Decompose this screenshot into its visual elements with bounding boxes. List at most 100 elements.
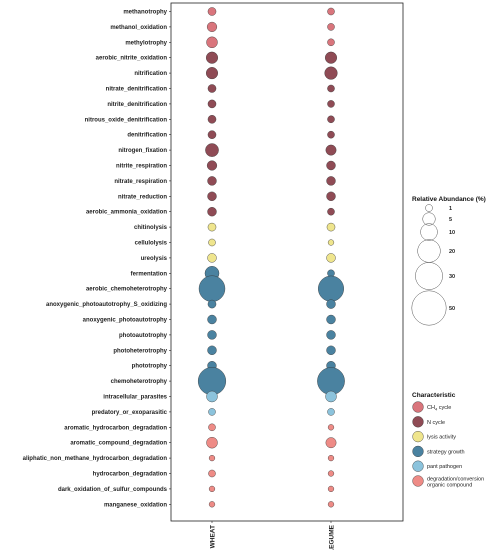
bubble-legume <box>327 485 335 492</box>
bubble-wheat <box>205 67 218 80</box>
color-legend-swatch <box>412 475 424 487</box>
bubble-wheat <box>207 176 217 186</box>
category-label: nitrate_reduction <box>118 194 167 200</box>
category-label: methanol_oxidation <box>110 25 167 31</box>
category-label: photoautotrophy <box>119 333 168 339</box>
category-label: nitrite_denitrification <box>107 102 167 108</box>
category-label: aromatic_hydrocarbon_degradation <box>64 425 167 431</box>
category-label: aerobic_ammonia_oxidation <box>86 210 167 216</box>
bubble-legume <box>327 455 335 462</box>
category-label: methylotrophy <box>125 40 167 46</box>
bubble-legume <box>324 66 338 80</box>
bubble-wheat <box>205 51 218 64</box>
category-label: phototrophy <box>132 364 168 370</box>
size-legend-circle <box>411 290 447 326</box>
bubble-legume <box>327 239 335 246</box>
category-label: aliphatic_non_methane_hydrocarbon_degrad… <box>23 456 168 462</box>
bubble-wheat <box>206 436 218 449</box>
x-axis-label: WHEAT <box>210 525 217 548</box>
bubble-wheat <box>207 299 217 309</box>
color-legend-label: strategy growth <box>427 449 465 455</box>
bubble-wheat <box>197 367 227 396</box>
category-label: anoxygenic_photoautotrophy_S_oxidizing <box>46 302 167 308</box>
bubble-wheat <box>207 253 217 263</box>
bubble-legume <box>326 345 336 355</box>
size-legend-circle <box>417 239 441 263</box>
bubble-legume <box>326 314 336 325</box>
bubble-legume <box>326 330 336 340</box>
size-legend-circle <box>415 262 443 290</box>
color-legend: Characteristic CH4 cycle N cycle lysis acti… <box>412 392 484 489</box>
category-label: cellulolysis <box>135 241 168 247</box>
bubble-legume <box>318 275 344 302</box>
color-legend-label: N cycle <box>427 420 445 426</box>
color-legend-label: organic compound <box>427 483 472 489</box>
color-legend-swatch <box>412 431 424 443</box>
bubble-wheat <box>198 275 226 302</box>
bubble-wheat <box>208 408 216 416</box>
bubble-legume <box>327 7 335 16</box>
category-label: nitrate_respiration <box>114 179 167 185</box>
category-label: chemoheterotrophy <box>111 379 168 385</box>
bubble-wheat <box>207 314 217 325</box>
bubble-wheat <box>206 390 218 403</box>
bubble-legume <box>327 115 335 124</box>
plot-frame <box>170 2 404 522</box>
category-label: nitrite_respiration <box>116 164 167 170</box>
category-label: manganese_oxidation <box>104 502 167 508</box>
bubble-wheat <box>207 7 217 16</box>
bubble-wheat <box>207 99 217 109</box>
x-axis-labels: WHEAT LEGUME <box>210 521 336 550</box>
bubble-legume <box>326 176 336 186</box>
size-legend-circle <box>420 223 438 241</box>
bubble-legume <box>326 191 336 201</box>
bubble-legume <box>325 51 338 64</box>
color-legend-label: CH4 cycle <box>427 405 451 412</box>
bubble-marks <box>197 7 345 508</box>
bubble-legume <box>317 367 345 395</box>
bubble-wheat <box>206 160 218 171</box>
bubble-legume <box>325 390 337 403</box>
bubble-legume <box>325 144 337 156</box>
size-legend-label: 1 <box>449 206 452 212</box>
bubble-wheat <box>208 455 216 462</box>
size-legend-label: 5 <box>449 217 452 223</box>
color-legend-label: pant pathogen <box>427 464 462 470</box>
bubble-wheat <box>208 469 216 478</box>
color-legend-title: Characteristic <box>412 392 456 399</box>
category-label: nitrous_oxide_denitrification <box>85 117 168 123</box>
bubble-legume <box>326 253 336 263</box>
category-label: aerobic_nitrite_oxidation <box>96 56 168 62</box>
bubble-wheat <box>207 222 217 232</box>
bubble-wheat <box>207 345 217 355</box>
category-label: intracellular_parasites <box>103 395 167 401</box>
bubble-legume <box>327 408 335 416</box>
bubble-wheat <box>207 130 217 139</box>
category-label: fermentation <box>131 271 168 277</box>
bubble-wheat <box>205 143 219 157</box>
category-label: nitrogen_fixation <box>118 148 167 154</box>
bubble-legume <box>325 437 337 449</box>
bubble-legume <box>326 160 336 171</box>
bubble-legume <box>327 84 335 93</box>
category-label: dark_oxidation_of_sulfur_compounds <box>58 487 168 493</box>
size-legend-label: 30 <box>449 274 455 280</box>
bubble-legume <box>327 130 335 139</box>
bubble-legume <box>327 501 335 508</box>
bubble-wheat <box>206 36 218 49</box>
category-label: anoxygenic_photoautotrophy <box>83 318 168 324</box>
bubble-wheat <box>207 84 217 93</box>
bubble-wheat <box>208 238 216 247</box>
color-legend-swatch <box>412 416 424 428</box>
category-label: aromatic_compound_degradation <box>70 441 167 447</box>
category-label: ureolysis <box>141 256 168 262</box>
category-label: nitrification <box>134 71 167 77</box>
category-label: chitinolysis <box>134 225 168 231</box>
category-label: aerobic_chemoheterotrophy <box>86 287 168 293</box>
category-labels: methanotrophy methanol_oxidation methylotr… <box>23 10 168 509</box>
size-legend-circle <box>425 204 433 212</box>
size-legend-label: 20 <box>449 249 455 255</box>
category-label: denitrification <box>127 133 167 139</box>
size-legend-label: 50 <box>449 306 455 312</box>
